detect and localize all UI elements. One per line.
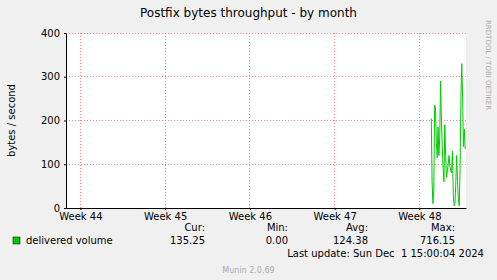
y-grid-line — [66, 120, 466, 121]
y-tick-label: 200 — [41, 115, 60, 126]
x-axis: Week 44 Week 45 Week 46 Week 47 Week 48 — [59, 208, 466, 222]
y-tick-mark — [64, 121, 66, 122]
x-grid-line — [334, 33, 335, 208]
y-grid-line — [66, 208, 466, 209]
stat-header: Cur: — [184, 222, 205, 233]
x-tick-mark — [335, 208, 336, 210]
y-tick-label: 0 — [54, 203, 60, 214]
y-tick: 400 — [41, 28, 66, 39]
background — [0, 0, 497, 280]
watermark: RRDTOOL / TOBI OETIKER — [484, 20, 492, 110]
chart: Week 44 Week 45 Week 46 Week 47 Week 48 0 100 2… — [0, 0, 497, 280]
x-tick: Week 47 — [313, 208, 356, 222]
y-tick: 200 — [41, 115, 66, 126]
x-tick-label: Week 47 — [313, 211, 356, 222]
y-tick: 100 — [41, 159, 66, 170]
stat-header: Avg: — [346, 222, 368, 233]
x-axis-line — [67, 208, 467, 209]
x-tick-mark — [80, 208, 81, 210]
x-tick-label: Week 44 — [59, 211, 102, 222]
plot-area — [66, 33, 466, 208]
y-tick: 0 — [54, 203, 66, 214]
stat-value: 124.38 — [333, 235, 368, 246]
y-axis-line — [66, 34, 67, 209]
legend-label: delivered volume — [26, 235, 113, 246]
x-tick: Week 48 — [398, 208, 441, 222]
stat-header: Min: — [267, 222, 288, 233]
y-tick-mark — [64, 77, 66, 78]
x-tick-label: Week 48 — [398, 211, 441, 222]
y-tick-mark — [64, 208, 66, 209]
last-update: Last update: Sun Dec 1 15:00:04 2024 — [287, 248, 484, 259]
x-grid-line — [419, 33, 420, 208]
x-grid-line — [80, 33, 81, 208]
grid — [66, 33, 466, 208]
x-grid-line — [249, 33, 250, 208]
footer: Munin 2.0.69 — [222, 266, 274, 275]
x-tick-label: Week 46 — [229, 211, 272, 222]
x-tick: Week 46 — [229, 208, 272, 222]
y-tick-label: 100 — [41, 159, 60, 170]
y-grid-line — [66, 164, 466, 165]
stat-value: 0.00 — [266, 235, 288, 246]
y-tick-mark — [64, 33, 66, 34]
y-tick-mark — [64, 164, 66, 165]
y-axis: 0 100 200 300 400 — [41, 28, 67, 214]
stat-value: 716.15 — [420, 235, 455, 246]
x-tick-label: Week 45 — [144, 211, 187, 222]
x-tick-mark — [165, 208, 166, 210]
y-grid-line — [66, 33, 466, 34]
x-tick-mark — [419, 208, 420, 210]
x-tick-mark — [250, 208, 251, 210]
title: Postfix bytes throughput - by month — [140, 6, 357, 20]
stat-value: 135.25 — [170, 235, 205, 246]
marks — [431, 64, 465, 206]
x-tick: Week 45 — [144, 208, 187, 222]
y-axis-title: bytes / second — [6, 84, 17, 157]
legend-swatch — [13, 237, 20, 244]
y-tick-label: 400 — [41, 28, 60, 39]
y-tick-label: 300 — [41, 71, 60, 82]
y-grid-line — [66, 76, 466, 77]
series-line — [431, 64, 465, 206]
x-grid-line — [165, 33, 166, 208]
x-tick: Week 44 — [59, 208, 102, 222]
stat-header: Max: — [431, 222, 455, 233]
y-tick: 300 — [41, 71, 66, 82]
